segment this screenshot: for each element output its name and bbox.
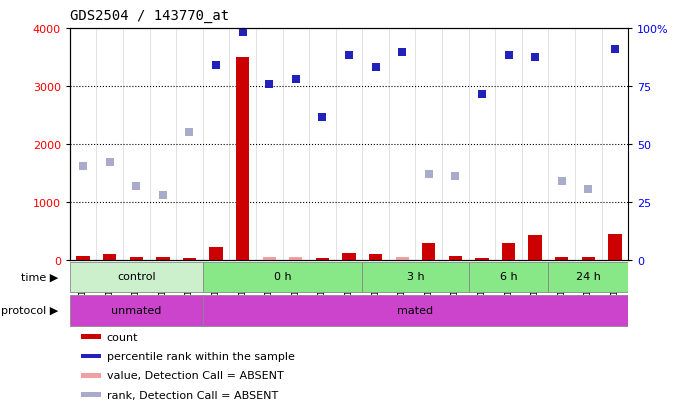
Bar xyxy=(608,234,621,261)
Point xyxy=(104,159,115,166)
Point xyxy=(503,52,514,59)
Bar xyxy=(502,244,515,261)
Text: 6 h: 6 h xyxy=(500,272,517,282)
Bar xyxy=(81,335,101,339)
Bar xyxy=(149,29,176,261)
Bar xyxy=(415,29,442,261)
Bar xyxy=(442,29,468,261)
Bar xyxy=(81,354,101,358)
Text: time ▶: time ▶ xyxy=(22,272,59,282)
Text: protocol ▶: protocol ▶ xyxy=(1,305,59,315)
Text: control: control xyxy=(117,272,156,282)
Point xyxy=(370,64,381,71)
Bar xyxy=(336,29,362,261)
Bar xyxy=(103,255,117,261)
Bar xyxy=(362,262,468,292)
Text: 3 h: 3 h xyxy=(407,272,424,282)
Point xyxy=(343,53,355,59)
Bar xyxy=(602,29,628,261)
Bar xyxy=(81,373,101,378)
Text: value, Detection Call = ABSENT: value, Detection Call = ABSENT xyxy=(107,370,283,380)
Bar xyxy=(449,256,462,261)
Bar xyxy=(209,247,223,261)
Bar xyxy=(496,29,522,261)
Text: 0 h: 0 h xyxy=(274,272,291,282)
Bar xyxy=(176,29,202,261)
Point xyxy=(609,46,621,53)
Bar xyxy=(130,257,143,261)
Bar xyxy=(70,296,202,326)
Bar xyxy=(549,262,628,292)
Bar xyxy=(81,392,101,397)
Point xyxy=(157,192,168,198)
Text: count: count xyxy=(107,332,138,342)
Bar xyxy=(70,262,202,292)
Text: GDS2504 / 143770_at: GDS2504 / 143770_at xyxy=(70,9,229,23)
Point xyxy=(290,76,302,83)
Point xyxy=(131,184,142,190)
Bar xyxy=(468,29,496,261)
Bar xyxy=(315,259,329,261)
Bar xyxy=(202,296,628,326)
Bar xyxy=(389,29,415,261)
Bar xyxy=(183,258,196,261)
Bar xyxy=(362,29,389,261)
Bar xyxy=(522,29,549,261)
Point xyxy=(317,114,328,121)
Point xyxy=(530,55,541,61)
Bar xyxy=(555,258,568,261)
Bar xyxy=(581,257,595,261)
Bar xyxy=(283,29,309,261)
Point xyxy=(264,81,275,88)
Bar xyxy=(77,256,90,261)
Bar xyxy=(70,29,96,261)
Bar xyxy=(468,262,549,292)
Bar xyxy=(342,253,356,261)
Bar xyxy=(230,29,256,261)
Bar xyxy=(369,255,383,261)
Bar xyxy=(422,244,436,261)
Text: rank, Detection Call = ABSENT: rank, Detection Call = ABSENT xyxy=(107,390,278,400)
Text: percentile rank within the sample: percentile rank within the sample xyxy=(107,351,295,361)
Point xyxy=(237,30,248,36)
Point xyxy=(77,163,89,169)
Point xyxy=(476,91,487,97)
Bar xyxy=(575,29,602,261)
Bar xyxy=(289,257,302,261)
Point xyxy=(396,49,408,56)
Point xyxy=(211,62,222,69)
Bar xyxy=(549,29,575,261)
Bar xyxy=(309,29,336,261)
Bar xyxy=(262,258,276,261)
Bar xyxy=(202,29,230,261)
Bar xyxy=(236,58,249,261)
Point xyxy=(184,129,195,136)
Text: 24 h: 24 h xyxy=(576,272,601,282)
Text: unmated: unmated xyxy=(111,305,161,315)
Bar xyxy=(396,257,409,261)
Bar xyxy=(528,236,542,261)
Text: mated: mated xyxy=(397,305,433,315)
Point xyxy=(450,173,461,180)
Point xyxy=(583,186,594,192)
Bar xyxy=(202,262,362,292)
Point xyxy=(556,178,567,185)
Bar xyxy=(96,29,123,261)
Point xyxy=(423,171,434,178)
Bar xyxy=(256,29,283,261)
Bar xyxy=(156,257,170,261)
Bar xyxy=(123,29,149,261)
Bar xyxy=(475,259,489,261)
